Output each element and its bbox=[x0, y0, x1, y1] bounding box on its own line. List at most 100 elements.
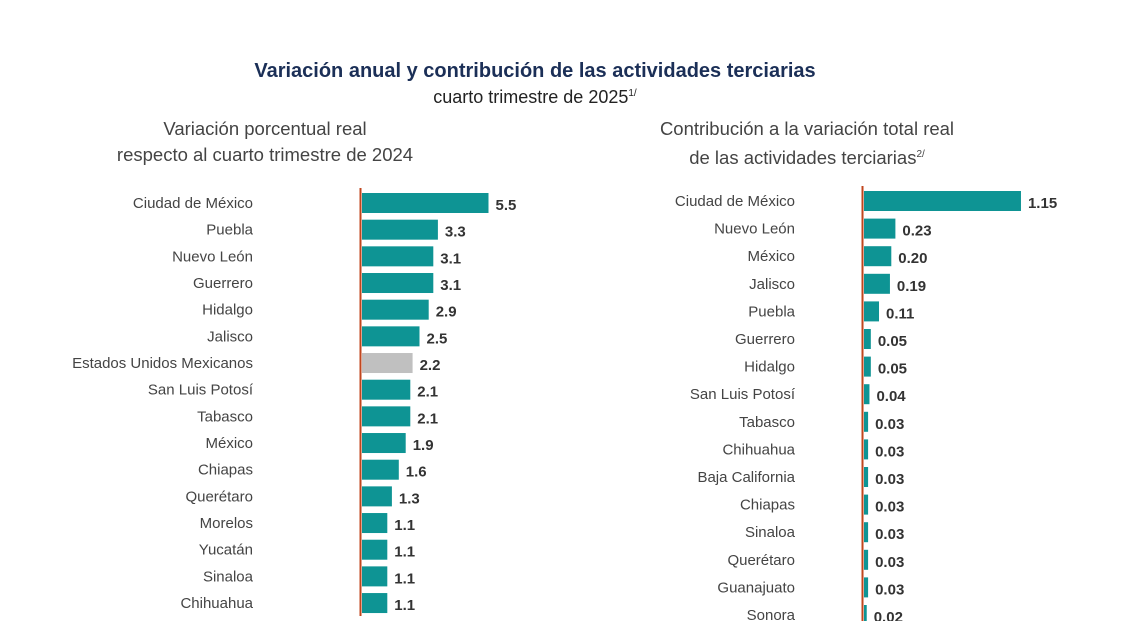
right-chart: Ciudad de México 1.15 Nuevo León 0.23 México… bbox=[675, 186, 1057, 626]
bar bbox=[864, 605, 867, 621]
category-label: Morelos bbox=[200, 515, 253, 532]
category-label: Hidalgo bbox=[744, 359, 795, 376]
bar bbox=[362, 539, 388, 560]
right-chart-title: Contribución a la variación total real d… bbox=[607, 116, 1007, 171]
category-label: Hidalgo bbox=[202, 302, 253, 319]
category-label: Chiapas bbox=[740, 497, 795, 514]
bar bbox=[864, 273, 890, 294]
subtitle: cuarto trimestre de 20251/ bbox=[0, 87, 1070, 108]
data-label: 0.04 bbox=[876, 388, 906, 405]
data-label: 1.9 bbox=[413, 437, 434, 454]
bar bbox=[362, 299, 429, 320]
bar bbox=[362, 246, 434, 267]
bar bbox=[864, 191, 1021, 211]
bar bbox=[864, 467, 869, 487]
category-label: Ciudad de México bbox=[675, 193, 795, 210]
data-label: 1.6 bbox=[406, 464, 427, 481]
bar bbox=[864, 329, 871, 349]
category-label: Nuevo León bbox=[714, 221, 795, 238]
data-label: 0.03 bbox=[875, 443, 904, 460]
bar bbox=[362, 459, 399, 480]
right-title-line2: de las actividades terciarias2/ bbox=[607, 142, 1007, 171]
data-label: 0.03 bbox=[875, 471, 904, 488]
category-label: México bbox=[747, 248, 795, 265]
data-label: 2.5 bbox=[427, 330, 448, 347]
category-label: Querétaro bbox=[727, 552, 795, 569]
bar bbox=[864, 439, 869, 460]
data-label: 0.23 bbox=[902, 223, 931, 240]
bar bbox=[864, 246, 892, 267]
data-label: 0.11 bbox=[886, 305, 914, 322]
category-label: Yucatán bbox=[199, 542, 253, 559]
category-label: Jalisco bbox=[749, 276, 795, 293]
data-label: 3.1 bbox=[440, 250, 461, 267]
bar bbox=[362, 326, 420, 347]
subtitle-text: cuarto trimestre de 2025 bbox=[433, 87, 629, 107]
data-label: 2.1 bbox=[417, 384, 438, 401]
data-label: 1.1 bbox=[394, 517, 415, 534]
left-chart: Ciudad de México 5.5 Puebla 3.3 Nuevo León 3.… bbox=[72, 188, 516, 616]
category-label: Tabasco bbox=[739, 414, 795, 431]
bar bbox=[864, 577, 869, 598]
left-title-line1: Variación porcentual real bbox=[163, 118, 367, 139]
data-label: 0.03 bbox=[875, 416, 904, 433]
category-label: Guerrero bbox=[735, 331, 795, 348]
category-label: Tabasco bbox=[197, 408, 253, 425]
bar bbox=[362, 273, 434, 294]
category-label: México bbox=[205, 435, 253, 452]
data-label: 0.20 bbox=[898, 250, 927, 267]
category-label: Sinaloa bbox=[745, 524, 796, 541]
category-label: San Luis Potosí bbox=[690, 386, 796, 403]
bar bbox=[864, 384, 870, 405]
category-label: Chihuahua bbox=[180, 595, 253, 612]
category-label: Sinaloa bbox=[203, 568, 254, 585]
data-label: 1.3 bbox=[399, 490, 420, 507]
bar bbox=[864, 356, 871, 377]
bar bbox=[362, 513, 388, 534]
data-label: 2.2 bbox=[420, 357, 441, 374]
bar bbox=[362, 379, 411, 400]
data-label: 1.1 bbox=[394, 597, 415, 614]
data-label: 3.1 bbox=[440, 277, 461, 294]
right-title-line1: Contribución a la variación total real bbox=[659, 118, 955, 139]
bar bbox=[362, 193, 489, 213]
category-label: Estados Unidos Mexicanos bbox=[72, 355, 253, 372]
category-label: Jalisco bbox=[207, 328, 253, 345]
bar bbox=[362, 566, 388, 587]
data-label: 1.15 bbox=[1028, 195, 1057, 212]
category-label: Sonora bbox=[747, 607, 796, 624]
data-label: 0.02 bbox=[874, 609, 903, 626]
bar bbox=[864, 522, 869, 543]
category-label: San Luis Potosí bbox=[148, 382, 254, 399]
data-label: 0.19 bbox=[897, 278, 926, 295]
data-label: 0.05 bbox=[878, 333, 907, 350]
category-label: Querétaro bbox=[185, 488, 253, 505]
bar bbox=[362, 406, 411, 427]
left-title-line2: respecto al cuarto trimestre de 2024 bbox=[116, 144, 414, 165]
category-label: Ciudad de México bbox=[133, 195, 253, 212]
data-label: 0.03 bbox=[875, 499, 904, 516]
bar bbox=[864, 301, 880, 322]
bar bbox=[362, 486, 392, 507]
subtitle-note: 1/ bbox=[628, 88, 637, 99]
category-label: Guanajuato bbox=[717, 579, 795, 596]
data-label: 3.3 bbox=[445, 224, 466, 241]
bar bbox=[362, 353, 413, 374]
right-title-note: 2/ bbox=[916, 149, 925, 160]
data-label: 1.1 bbox=[394, 544, 415, 561]
category-label: Chihuahua bbox=[722, 441, 795, 458]
bar bbox=[864, 218, 896, 239]
right-title-line2-text: de las actividades terciarias bbox=[689, 147, 917, 169]
category-label: Puebla bbox=[748, 303, 795, 320]
data-label: 2.1 bbox=[417, 410, 438, 427]
category-label: Puebla bbox=[206, 222, 253, 239]
data-label: 0.03 bbox=[875, 526, 904, 543]
bar bbox=[362, 593, 388, 614]
data-label: 5.5 bbox=[496, 197, 517, 214]
left-chart-title: Variación porcentual real respecto al cu… bbox=[65, 116, 465, 168]
bar bbox=[864, 411, 869, 432]
main-title: Variación anual y contribución de las ac… bbox=[254, 60, 816, 82]
category-label: Nuevo León bbox=[172, 248, 253, 265]
category-label: Chiapas bbox=[198, 462, 253, 479]
bar bbox=[362, 219, 438, 240]
